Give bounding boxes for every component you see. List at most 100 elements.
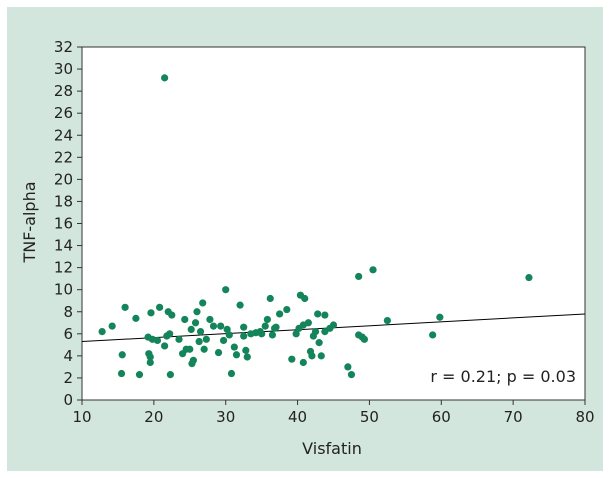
data-point: [189, 356, 197, 364]
data-point: [161, 342, 169, 350]
x-tick-label: 70: [504, 408, 523, 426]
y-tick-label: 30: [54, 60, 73, 78]
data-point: [147, 309, 155, 317]
data-point: [436, 313, 444, 321]
data-point: [135, 371, 144, 379]
data-point: [222, 286, 230, 294]
data-point: [186, 345, 194, 353]
data-point: [292, 330, 300, 338]
data-point: [146, 358, 154, 367]
data-point: [214, 348, 223, 357]
data-point: [299, 358, 307, 367]
data-point: [268, 331, 277, 339]
y-tick-label: 32: [54, 38, 73, 56]
data-point: [166, 371, 174, 379]
data-point: [187, 325, 195, 333]
x-tick-label: 80: [575, 408, 594, 426]
data-point: [117, 369, 126, 378]
data-point: [240, 323, 248, 331]
y-tick-label: 26: [54, 104, 73, 122]
data-point: [98, 328, 106, 336]
y-tick-label: 10: [54, 281, 73, 299]
data-point: [230, 343, 238, 351]
data-point: [191, 319, 200, 327]
x-tick-label: 40: [288, 408, 307, 426]
x-axis-title: Visfatin: [302, 439, 362, 458]
data-point: [108, 322, 116, 330]
data-point: [200, 345, 208, 353]
data-point: [525, 273, 533, 282]
data-point: [146, 353, 154, 361]
y-tick-label: 2: [63, 369, 73, 387]
data-point: [168, 311, 176, 319]
x-tick-label: 20: [144, 408, 163, 426]
data-point: [236, 301, 244, 309]
data-point: [283, 305, 291, 314]
data-point: [304, 319, 312, 327]
data-point: [258, 330, 266, 338]
data-point: [202, 335, 210, 343]
data-point: [156, 303, 164, 311]
data-point: [276, 310, 284, 318]
x-tick-label: 30: [216, 408, 235, 426]
data-point: [121, 303, 129, 311]
y-tick-label: 24: [54, 126, 73, 144]
data-point: [272, 323, 280, 331]
data-point: [196, 328, 205, 336]
data-point: [199, 299, 207, 307]
marks: [81, 74, 586, 379]
data-point: [153, 336, 162, 345]
data-point: [175, 335, 183, 343]
correlation-annotation: r = 0.21; p = 0.03: [430, 367, 576, 386]
data-point: [263, 315, 271, 324]
y-tick-label: 18: [54, 192, 73, 210]
data-point: [217, 322, 225, 330]
y-tick-label: 4: [63, 347, 73, 365]
data-point: [288, 355, 296, 363]
y-tick-label: 28: [54, 82, 73, 100]
data-point: [219, 336, 228, 345]
data-point: [193, 308, 201, 316]
data-point: [383, 316, 391, 325]
data-point: [344, 363, 352, 371]
data-point: [242, 346, 250, 354]
data-point: [232, 351, 241, 359]
data-point: [301, 294, 309, 303]
data-point: [266, 294, 274, 303]
data-point: [321, 311, 329, 319]
data-point: [227, 369, 236, 378]
data-point: [369, 266, 377, 274]
data-point: [355, 272, 363, 281]
data-point: [315, 339, 323, 347]
y-axis-title: TNF-alpha: [20, 181, 39, 263]
data-point: [132, 314, 140, 322]
data-point: [261, 322, 269, 330]
y-tick-label: 22: [54, 148, 73, 166]
data-point: [314, 310, 322, 318]
data-point: [166, 330, 174, 338]
data-point: [223, 325, 231, 333]
data-point: [308, 352, 316, 360]
data-point: [240, 332, 248, 340]
data-point: [360, 335, 368, 343]
data-point: [329, 321, 338, 329]
data-point: [161, 74, 169, 82]
data-point: [209, 322, 218, 330]
x-tick-label: 10: [72, 408, 91, 426]
data-point: [243, 353, 251, 361]
data-point: [118, 351, 126, 359]
data-point: [347, 371, 356, 379]
y-tick-label: 20: [54, 170, 73, 188]
y-tick-label: 12: [54, 259, 73, 277]
y-tick-label: 14: [54, 237, 73, 255]
y-tick-label: 0: [63, 391, 73, 409]
data-point: [429, 331, 437, 339]
plot-area: [81, 46, 586, 401]
y-tick-label: 8: [63, 303, 73, 321]
data-point: [317, 352, 325, 360]
data-point: [206, 315, 214, 324]
data-point: [195, 337, 203, 346]
data-point: [311, 328, 320, 336]
